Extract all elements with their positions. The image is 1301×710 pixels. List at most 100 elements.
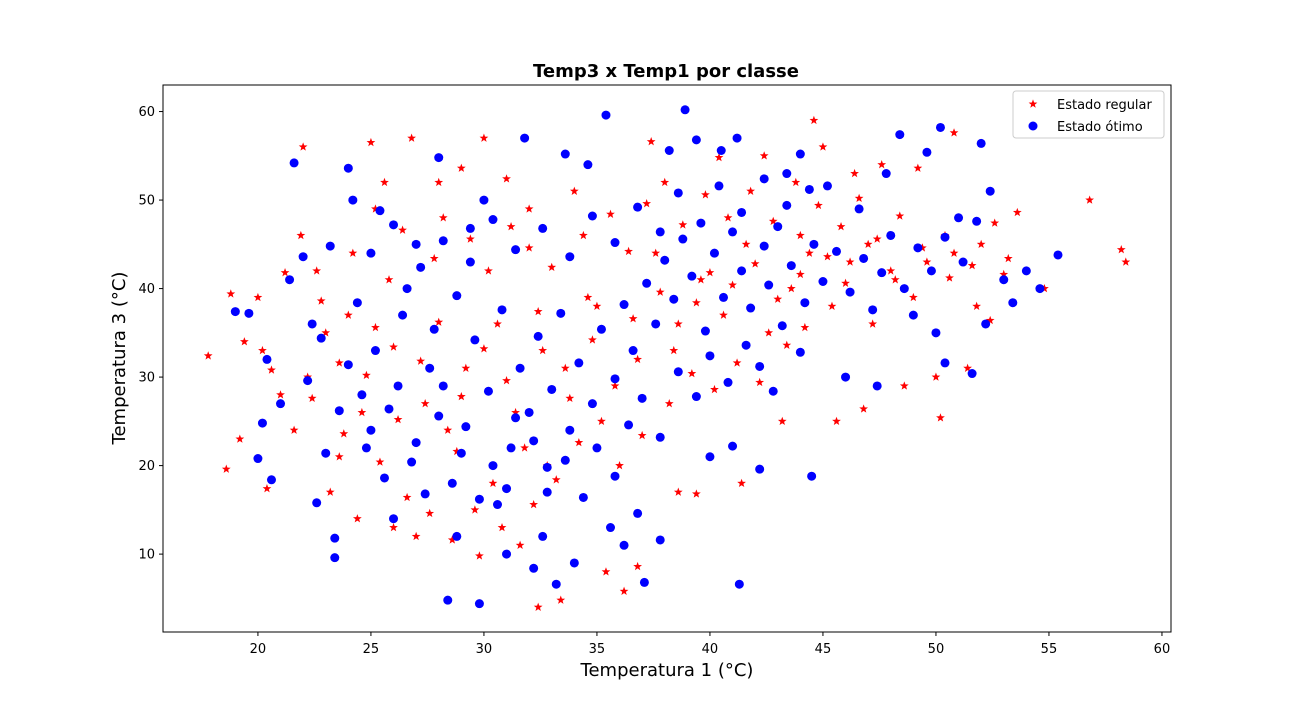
data-point-circle [1008, 298, 1018, 308]
data-point-star [226, 289, 236, 298]
data-point-star [475, 551, 484, 560]
data-point-circle [434, 411, 444, 421]
x-tick-label: 50 [928, 642, 945, 657]
data-point-circle [398, 310, 408, 320]
data-point-circle [343, 163, 353, 173]
data-point-star [547, 262, 557, 272]
data-point-circle [492, 500, 502, 510]
data-point-circle [325, 241, 335, 251]
y-tick-label: 60 [138, 105, 155, 120]
x-tick-label: 20 [250, 642, 267, 657]
data-point-star [908, 292, 918, 302]
data-point-star [416, 356, 426, 365]
data-point-circle [669, 294, 679, 304]
data-point-star [777, 416, 787, 426]
data-point-circle [673, 188, 683, 198]
data-point-circle [574, 358, 584, 368]
data-point-circle [529, 436, 539, 446]
data-point-star [366, 137, 376, 147]
data-point-circle [587, 399, 597, 409]
data-point-star [714, 152, 724, 162]
data-point-star [845, 257, 855, 266]
data-point-circle [664, 145, 674, 155]
data-point-star [669, 345, 679, 355]
data-point-star [949, 248, 959, 257]
data-point-circle [230, 307, 240, 317]
data-point-star [443, 425, 453, 434]
data-point-circle [596, 324, 606, 334]
y-tick-label: 50 [138, 194, 155, 209]
data-point-star [823, 252, 832, 261]
data-point-star [348, 248, 358, 257]
data-point-star [389, 522, 398, 532]
data-point-star [235, 434, 245, 443]
data-point-circle [809, 239, 819, 249]
data-point-circle [321, 448, 331, 458]
data-point-circle [416, 262, 426, 272]
data-point-star [398, 225, 407, 234]
data-point-star [764, 328, 774, 337]
data-point-circle [954, 213, 964, 223]
data-point-star [619, 586, 629, 596]
data-point-star [827, 301, 837, 310]
data-point-star [203, 351, 213, 360]
data-point-circle [619, 300, 629, 310]
data-point-star [461, 363, 471, 372]
data-point-circle [764, 280, 774, 290]
data-point-circle [565, 252, 575, 262]
data-point-star [732, 358, 742, 367]
data-point-star [931, 372, 941, 381]
data-point-circle [691, 392, 701, 402]
data-point-circle [375, 206, 385, 216]
data-point-circle [348, 195, 358, 205]
data-point-circle [610, 238, 620, 248]
data-point-star [755, 377, 765, 387]
data-point-star [985, 315, 995, 325]
y-axis-label: Temperatura 3 (°C) [109, 272, 130, 446]
data-point-star [565, 393, 575, 403]
data-point-star [393, 414, 403, 424]
data-point-circle [691, 135, 701, 145]
data-point-circle [569, 558, 579, 568]
data-point-circle [389, 220, 399, 230]
data-point-circle [434, 153, 444, 163]
data-point-star [429, 253, 439, 263]
data-point-star [859, 404, 868, 413]
data-point-star [488, 478, 498, 488]
data-point-circle [357, 390, 367, 400]
data-point-circle [1053, 250, 1063, 260]
data-point-circle [330, 533, 340, 543]
data-point-star [854, 193, 864, 203]
data-point-circle [452, 531, 462, 541]
data-point-star [456, 391, 466, 401]
data-point-star [1040, 283, 1049, 293]
data-point-circle [655, 432, 665, 442]
data-point-circle [538, 223, 548, 233]
data-point-star [963, 363, 972, 372]
data-point-star [795, 230, 805, 240]
data-point-circle [542, 462, 552, 472]
data-point-circle [502, 484, 512, 494]
data-point-circle [438, 381, 448, 391]
data-point-star [253, 292, 263, 302]
data-point-circle [822, 181, 832, 191]
data-point-circle [732, 133, 742, 143]
data-point-star [673, 319, 683, 328]
data-point-circle [456, 448, 466, 458]
data-point-star [624, 246, 633, 256]
data-point-star [592, 301, 602, 310]
data-point-circle [999, 275, 1009, 285]
data-point-circle [981, 319, 991, 329]
data-point-star [746, 186, 755, 195]
data-point-circle [746, 303, 756, 313]
data-point-star [524, 204, 534, 213]
data-point-circle [913, 243, 923, 253]
data-point-circle [759, 174, 769, 184]
data-point-circle [244, 308, 254, 318]
data-point-circle [465, 257, 475, 267]
data-point-circle [578, 492, 588, 502]
data-point-star [633, 561, 642, 571]
data-point-star [502, 376, 511, 385]
data-point-star [868, 319, 878, 328]
